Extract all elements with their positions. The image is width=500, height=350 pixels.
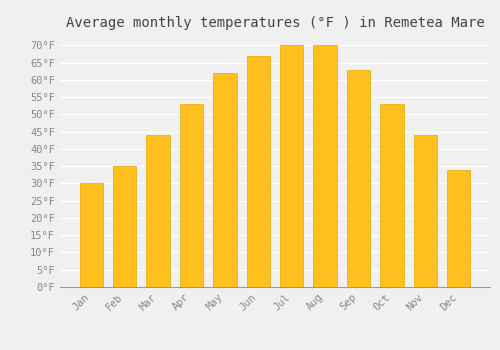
Bar bbox=[113, 166, 136, 287]
Title: Average monthly temperatures (°F ) in Remetea Mare: Average monthly temperatures (°F ) in Re… bbox=[66, 16, 484, 30]
Bar bbox=[414, 135, 437, 287]
Bar bbox=[347, 70, 370, 287]
Bar bbox=[246, 56, 270, 287]
Bar bbox=[314, 46, 337, 287]
Bar bbox=[280, 46, 303, 287]
Bar bbox=[80, 183, 103, 287]
Bar bbox=[380, 104, 404, 287]
Bar bbox=[180, 104, 203, 287]
Bar bbox=[146, 135, 170, 287]
Bar bbox=[447, 170, 470, 287]
Bar bbox=[213, 73, 236, 287]
